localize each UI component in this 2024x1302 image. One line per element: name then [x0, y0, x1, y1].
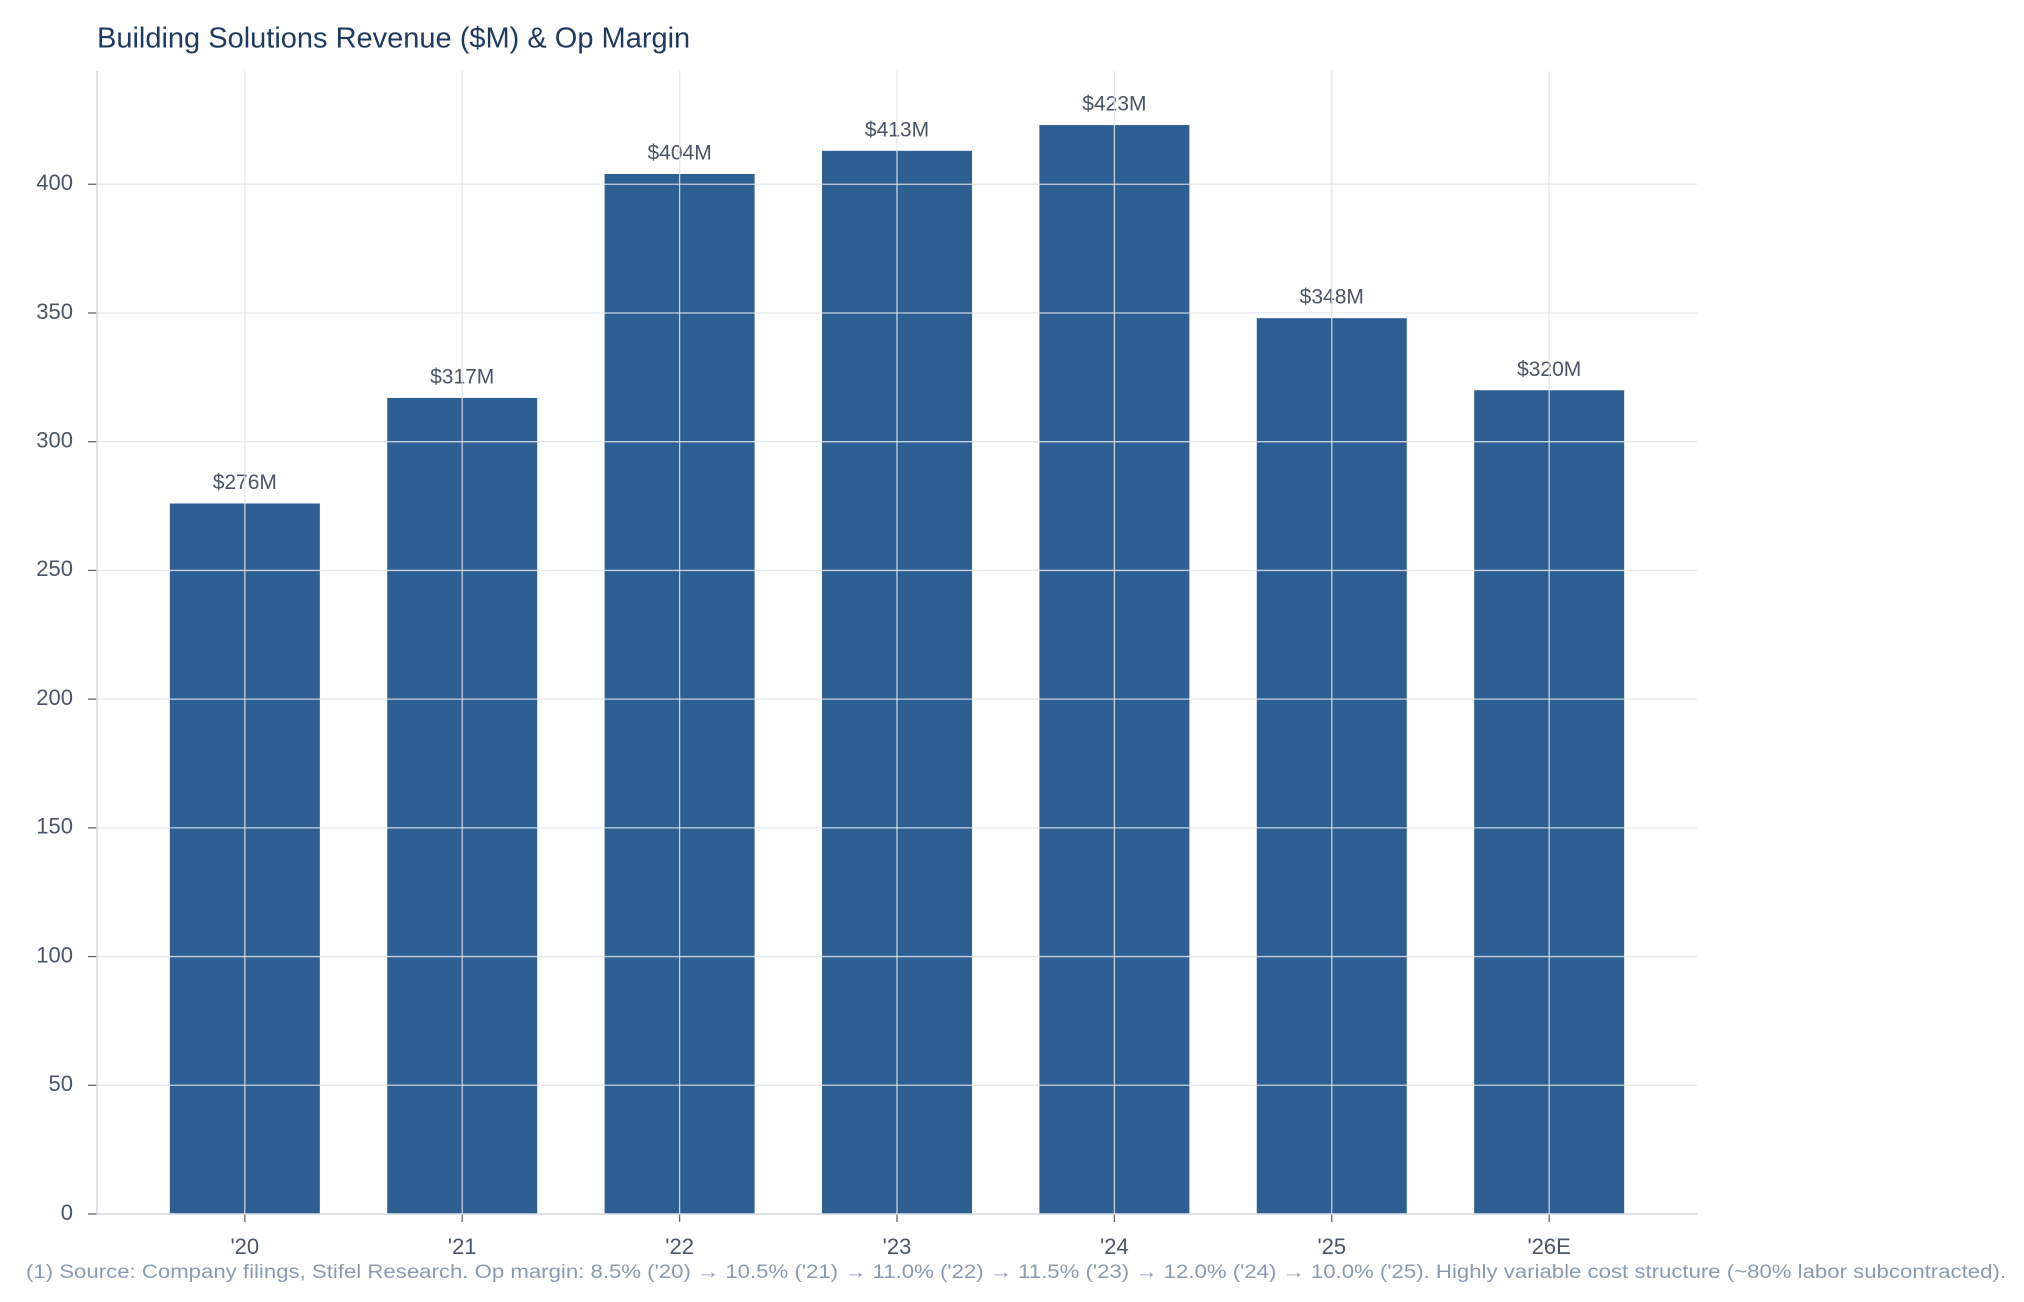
y-tick-label: 0 — [61, 1200, 73, 1225]
chart-title: Building Solutions Revenue ($M) & Op Mar… — [97, 23, 690, 55]
x-tick-label: '26E — [1527, 1234, 1570, 1259]
x-tick-label: '23 — [883, 1234, 912, 1259]
x-tick-label: '21 — [448, 1234, 477, 1259]
y-tick-label: 200 — [36, 685, 73, 710]
y-tick-label: 350 — [36, 299, 73, 324]
x-tick-label: '25 — [1317, 1234, 1346, 1259]
x-tick-label: '20 — [230, 1234, 259, 1259]
y-tick-label: 250 — [36, 556, 73, 581]
y-tick-label: 150 — [36, 814, 73, 839]
x-tick-label: '24 — [1100, 1234, 1129, 1259]
y-tick-label: 300 — [36, 428, 73, 453]
y-tick-label: 50 — [49, 1071, 73, 1096]
x-tick-label: '22 — [665, 1234, 694, 1259]
y-tick-label: 100 — [36, 942, 73, 967]
footnote: (1) Source: Company filings, Stifel Rese… — [26, 1262, 2006, 1283]
y-tick-label: 400 — [36, 170, 73, 195]
